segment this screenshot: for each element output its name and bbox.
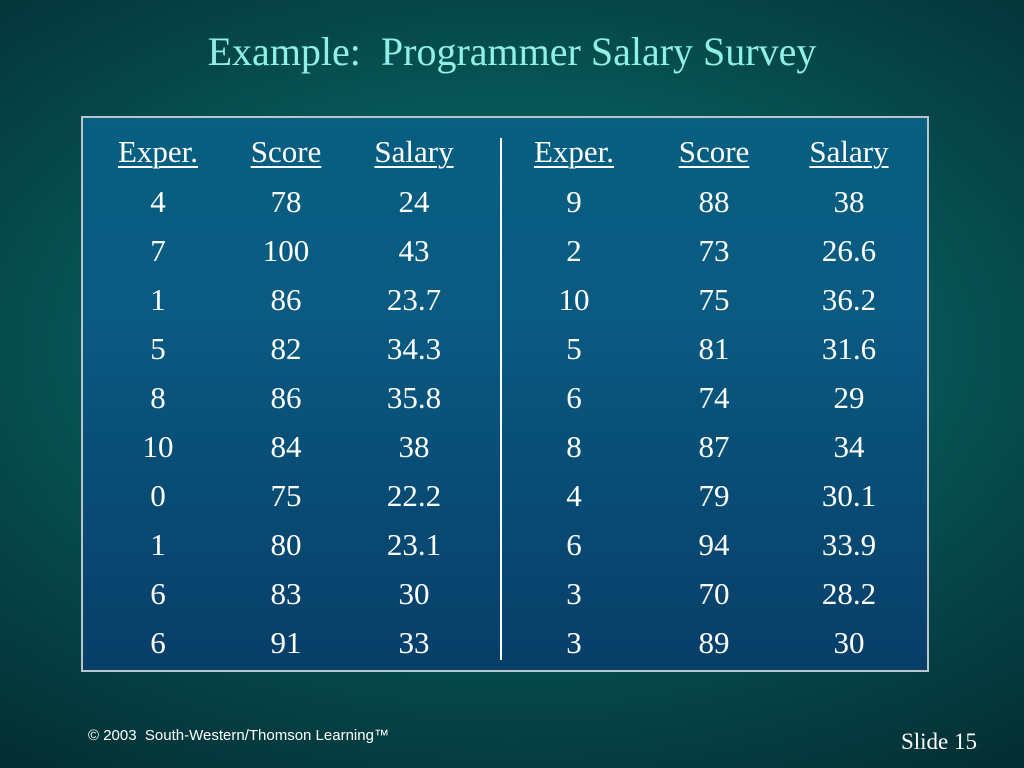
table-cell: 10 <box>558 282 590 317</box>
table-cell: 9 <box>566 184 582 219</box>
table-cell: 80 <box>270 527 302 562</box>
table-cell: 3 <box>566 625 582 660</box>
table-cell: 2 <box>566 233 582 268</box>
table-cell: 5 <box>150 331 166 366</box>
table-cell: 34 <box>833 429 865 464</box>
table-cell: 78 <box>270 184 302 219</box>
slide-number: Slide 15 <box>900 729 977 754</box>
table-cell: 82 <box>270 331 302 366</box>
table-cell: 28.2 <box>821 576 877 611</box>
table-cell: 23.1 <box>386 527 442 562</box>
table-cell: 75 <box>270 478 302 513</box>
table-cell: 4 <box>150 184 166 219</box>
table-cell: 10 <box>142 429 174 464</box>
table-cell: 83 <box>270 576 302 611</box>
table-cell: 24 <box>398 184 430 219</box>
table-cell: 88 <box>698 184 730 219</box>
table-cell: 29 <box>833 380 865 415</box>
table-cell: 36.2 <box>821 282 877 317</box>
table-cell: 6 <box>566 527 582 562</box>
table-cell: 38 <box>833 184 865 219</box>
table-cell: 31.6 <box>821 331 877 366</box>
table-cell: 100 <box>262 233 310 268</box>
column-divider <box>500 138 502 660</box>
header-exper-right: Exper. <box>533 134 615 169</box>
table-cell: 30.1 <box>821 478 877 513</box>
table-cell: 70 <box>698 576 730 611</box>
table-cell: 38 <box>398 429 430 464</box>
table-cell: 91 <box>270 625 302 660</box>
table-cell: 35.8 <box>386 380 442 415</box>
table-cell: 8 <box>566 429 582 464</box>
table-cell: 30 <box>398 576 430 611</box>
table-cell: 89 <box>698 625 730 660</box>
table-cell: 3 <box>566 576 582 611</box>
table-cell: 75 <box>698 282 730 317</box>
table-cell: 79 <box>698 478 730 513</box>
table-cell: 22.2 <box>386 478 442 513</box>
table-cell: 33.9 <box>821 527 877 562</box>
table-cell: 87 <box>698 429 730 464</box>
table-cell: 81 <box>698 331 730 366</box>
table-cell: 26.6 <box>821 233 877 268</box>
table-cell: 86 <box>270 380 302 415</box>
header-exper-left: Exper. <box>117 134 199 169</box>
header-salary-left: Salary <box>374 134 454 169</box>
table-cell: 84 <box>270 429 302 464</box>
table-cell: 4 <box>566 478 582 513</box>
table-cell: 1 <box>150 282 166 317</box>
table-cell: 6 <box>566 380 582 415</box>
table-cell: 94 <box>698 527 730 562</box>
table-cell: 5 <box>566 331 582 366</box>
table-cell: 33 <box>398 625 430 660</box>
table-cell: 86 <box>270 282 302 317</box>
header-score-left: Score <box>250 134 322 169</box>
table-cell: 30 <box>833 625 865 660</box>
table-cell: 0 <box>150 478 166 513</box>
header-salary-right: Salary <box>809 134 889 169</box>
table-cell: 8 <box>150 380 166 415</box>
header-score-right: Score <box>678 134 750 169</box>
salary-survey-table: Exper. Score Salary Exper. Score Salary … <box>81 116 929 672</box>
table-cell: 34.3 <box>386 331 442 366</box>
table-cell: 23.7 <box>386 282 442 317</box>
table-cell: 74 <box>698 380 730 415</box>
copyright-notice: © 2003 South-Western/Thomson Learning™ <box>88 727 389 744</box>
table-cell: 73 <box>698 233 730 268</box>
table-cell: 43 <box>398 233 430 268</box>
table-cell: 1 <box>150 527 166 562</box>
table-cell: 7 <box>150 233 166 268</box>
table-cell: 6 <box>150 576 166 611</box>
slide-title: Example: Programmer Salary Survey <box>207 29 817 74</box>
table-cell: 6 <box>150 625 166 660</box>
